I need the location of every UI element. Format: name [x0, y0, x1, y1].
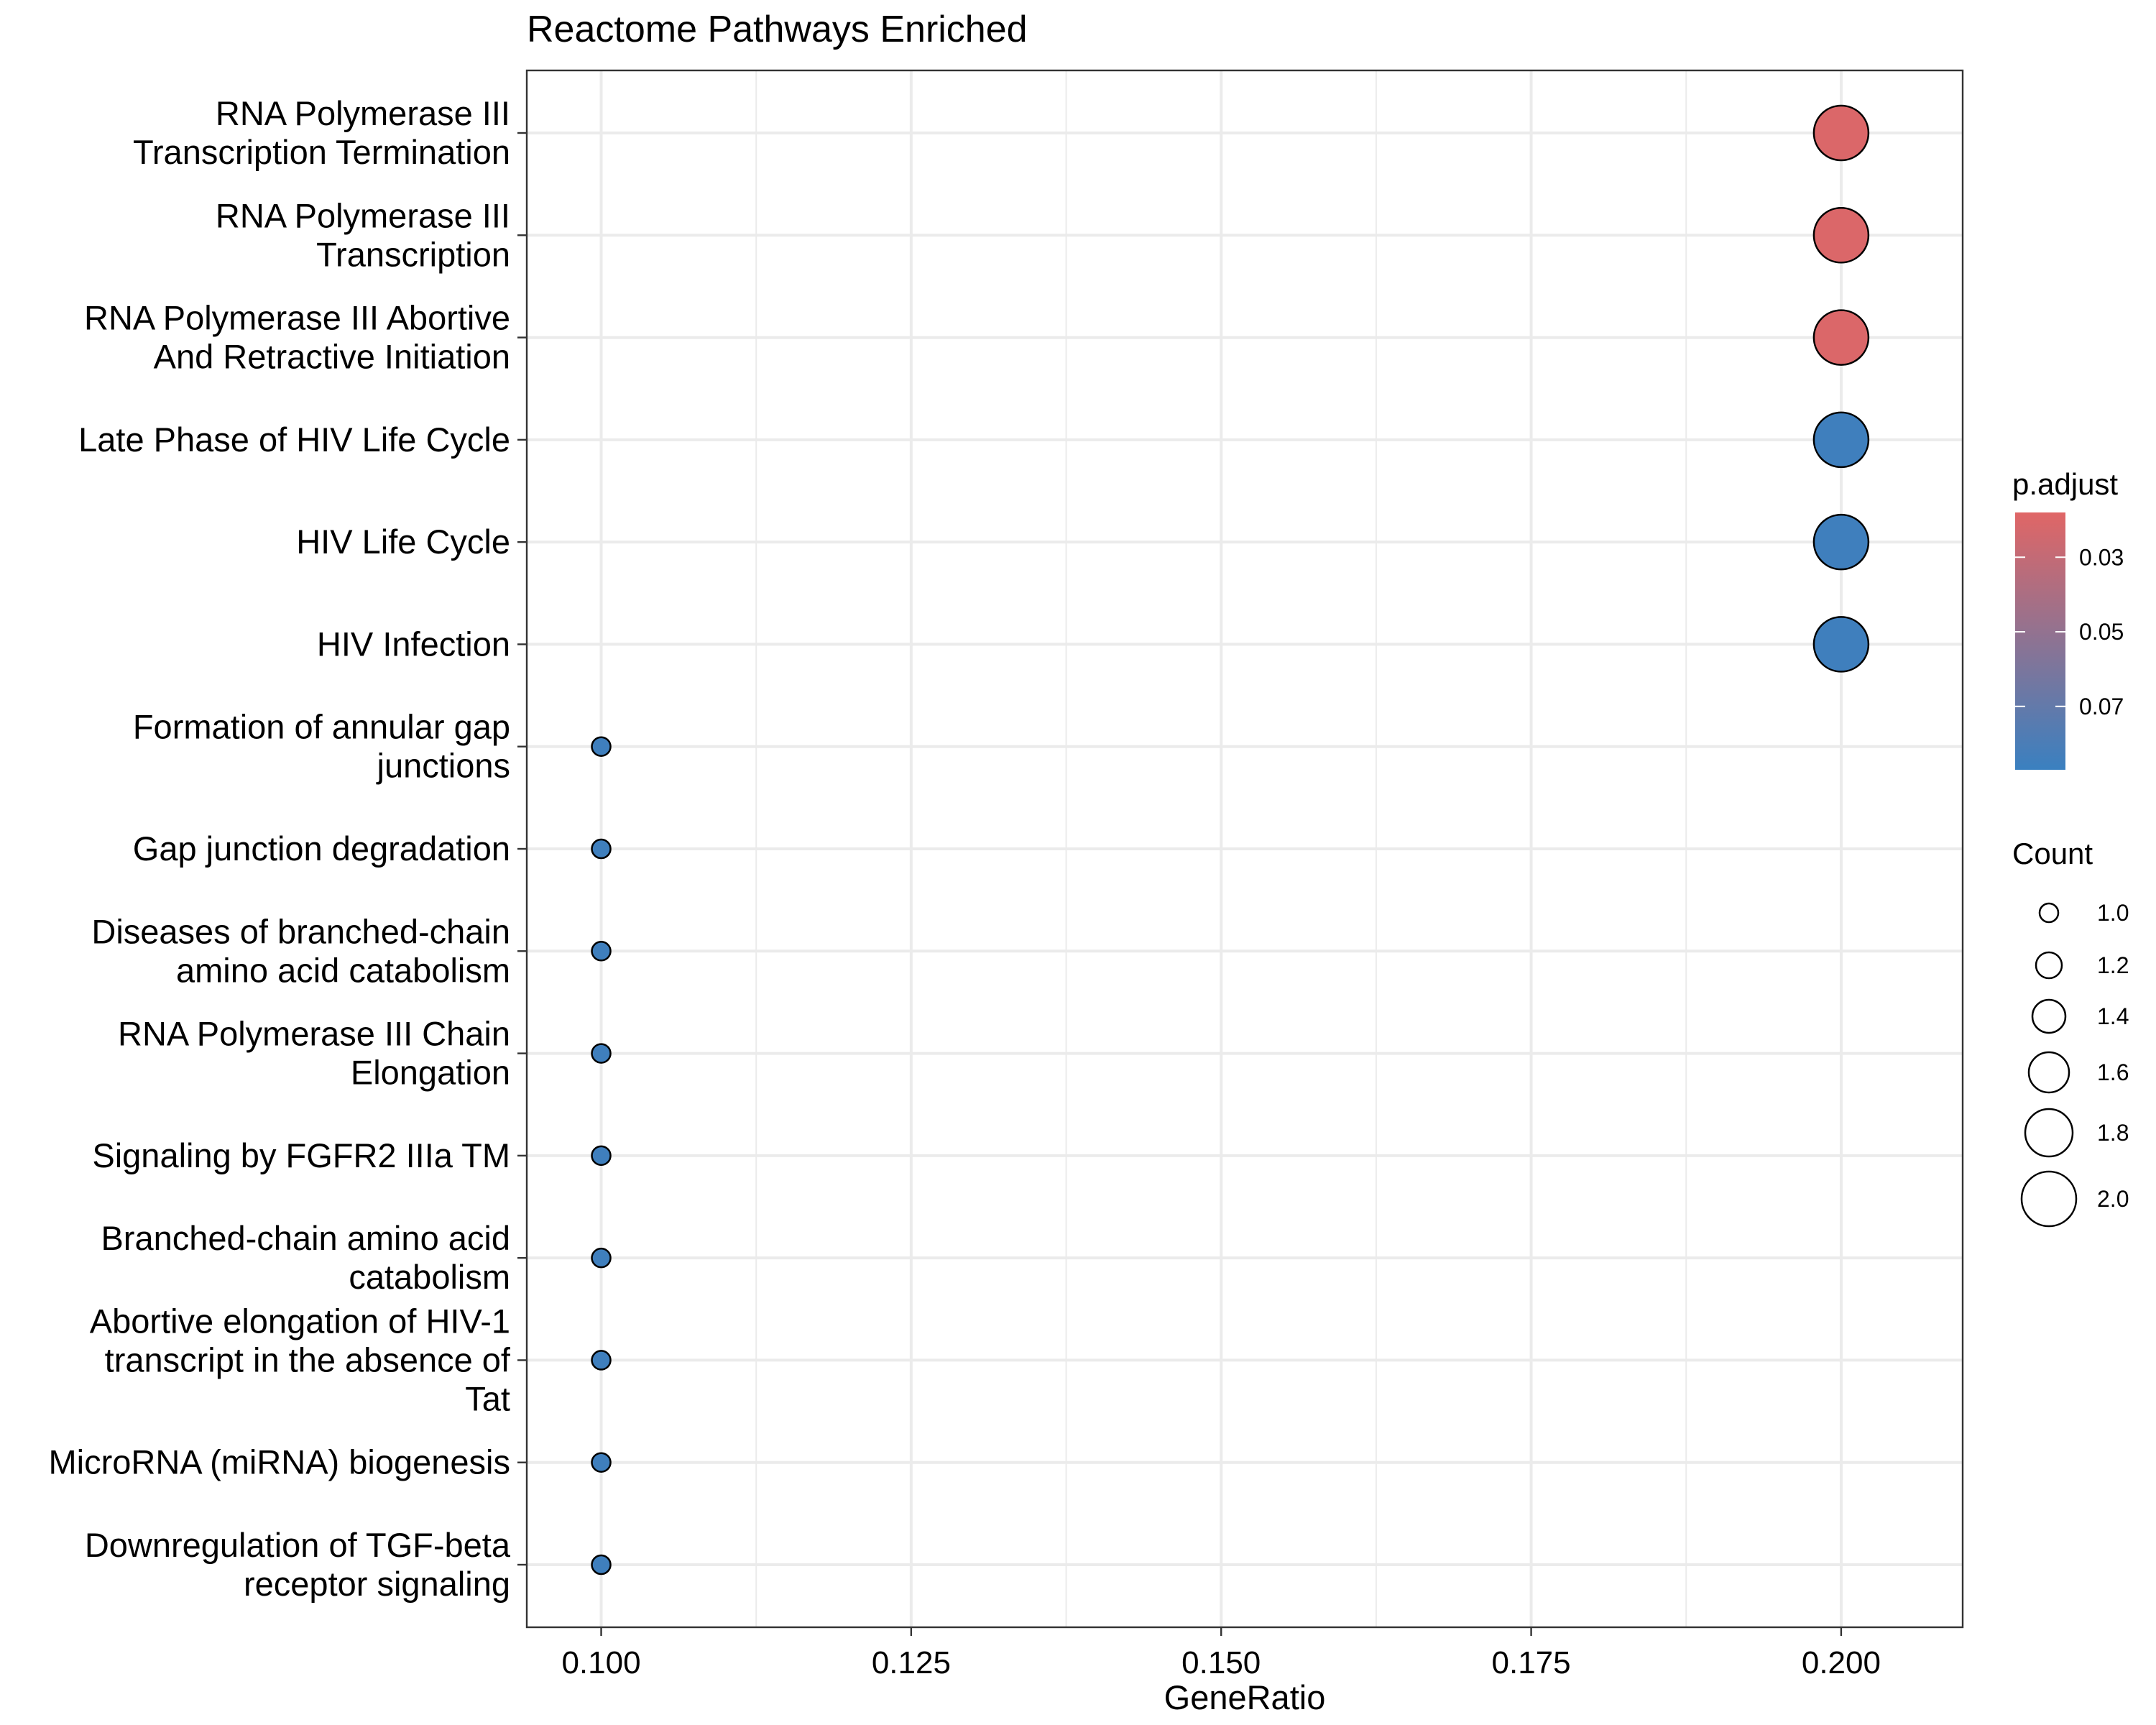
- y-axis-label: Downregulation of TGF-beta receptor signa…: [85, 1526, 511, 1603]
- p-adjust-legend-title: p.adjust: [2012, 467, 2118, 501]
- x-axis-tick-label: 0.175: [1492, 1645, 1571, 1680]
- y-axis-label: HIV Infection: [317, 625, 510, 663]
- x-axis-tick-label: 0.200: [1802, 1645, 1881, 1680]
- y-axis-label: RNA Polymerase III Abortive And Retractiv…: [84, 299, 510, 376]
- grid-lines: [527, 70, 1963, 1627]
- count-legend-label: 1.4: [2097, 1003, 2129, 1029]
- chart-title: Reactome Pathways Enriched: [527, 9, 1028, 50]
- p-adjust-legend: p.adjust 0.03 0.05 0.07: [2012, 467, 2124, 770]
- count-legend-key: [2027, 1051, 2070, 1094]
- data-point: [1812, 616, 1870, 673]
- data-point: [591, 1145, 612, 1167]
- y-axis-label: MicroRNA (miRNA) biogenesis: [49, 1443, 511, 1481]
- data-point: [591, 1452, 612, 1473]
- y-axis-label: Formation of annular gap junctions: [133, 708, 510, 785]
- count-legend-key: [2038, 902, 2060, 924]
- y-axis-label: Gap junction degradation: [133, 829, 510, 868]
- data-point: [1812, 104, 1870, 162]
- x-axis-tick-label: 0.100: [561, 1645, 640, 1680]
- y-axis-label: RNA Polymerase III Chain Elongation: [118, 1015, 510, 1092]
- y-axis-label: RNA Polymerase III Transcription: [216, 196, 510, 273]
- y-axis-label: Late Phase of HIV Life Cycle: [78, 420, 510, 459]
- colorbar-tick-label: 0.05: [2079, 619, 2124, 645]
- x-axis-title: GeneRatio: [1164, 1678, 1326, 1716]
- data-point: [591, 1043, 612, 1064]
- y-axis-label: Abortive elongation of HIV-1 transcript i…: [90, 1302, 511, 1417]
- colorbar-tick-label: 0.07: [2079, 694, 2124, 719]
- data-point: [1812, 513, 1870, 571]
- x-axis-tick-label: 0.125: [872, 1645, 951, 1680]
- data-point: [1812, 309, 1870, 366]
- y-axis-labels: RNA Polymerase III Transcription Terminat…: [49, 94, 527, 1603]
- count-legend-label: 1.8: [2097, 1120, 2129, 1146]
- data-point: [591, 1350, 612, 1371]
- data-point: [591, 838, 612, 860]
- data-point: [1812, 411, 1870, 469]
- data-point: [591, 941, 612, 962]
- count-legend: Count 1.0 1.2 1.4 1.6 1.8 2.0: [2012, 837, 2129, 1228]
- count-legend-key: [2024, 1108, 2074, 1158]
- count-legend-label: 1.6: [2097, 1059, 2129, 1085]
- count-legend-title: Count: [2012, 837, 2093, 870]
- y-axis-label: Branched-chain amino acid catabolism: [101, 1219, 510, 1296]
- count-legend-key: [2020, 1170, 2078, 1228]
- p-adjust-colorbar: [2015, 512, 2065, 770]
- data-point: [1812, 207, 1870, 264]
- y-axis-label: RNA Polymerase III Transcription Terminat…: [133, 94, 510, 171]
- y-axis-label: Signaling by FGFR2 IIIa TM: [92, 1136, 510, 1174]
- y-axis-label: HIV Life Cycle: [296, 523, 510, 561]
- count-legend-label: 1.0: [2097, 900, 2129, 926]
- x-axis-ticks: 0.100 0.125 0.150 0.175 0.200: [561, 1627, 1881, 1680]
- count-legend-key: [2035, 951, 2063, 980]
- data-points: [591, 104, 1870, 1576]
- plot-panel-border: [525, 69, 1964, 1629]
- data-point: [591, 1247, 612, 1269]
- x-axis-tick-label: 0.150: [1181, 1645, 1261, 1680]
- colorbar-tick-label: 0.03: [2079, 544, 2124, 570]
- count-legend-label: 2.0: [2097, 1186, 2129, 1212]
- data-point: [591, 736, 612, 757]
- y-axis-label: Diseases of branched-chain amino acid cat…: [91, 912, 510, 989]
- count-legend-label: 1.2: [2097, 952, 2129, 978]
- data-point: [591, 1554, 612, 1576]
- count-legend-key: [2031, 998, 2067, 1034]
